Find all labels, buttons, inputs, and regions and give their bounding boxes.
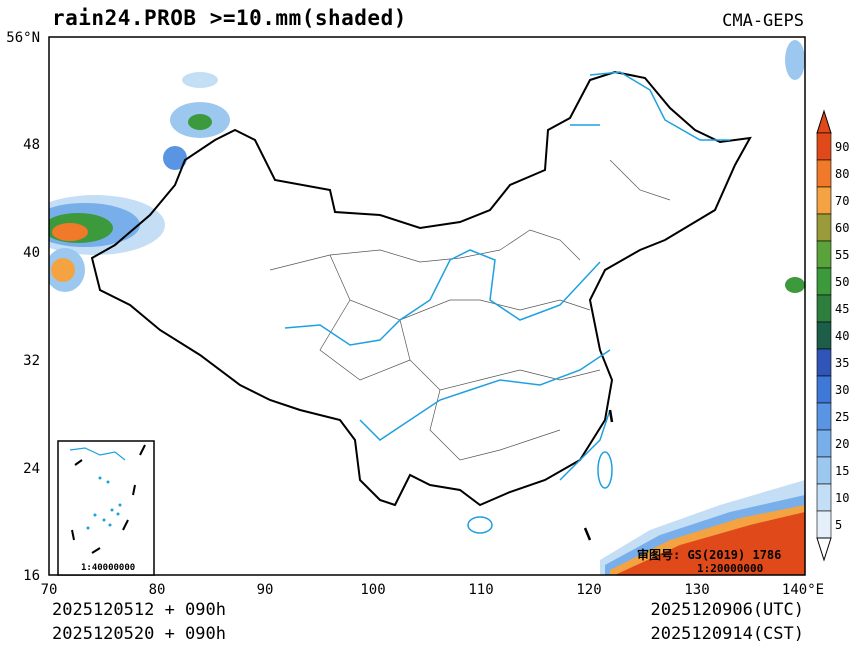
model-source-label: CMA-GEPS <box>722 11 804 31</box>
map-scale: 1:20000000 <box>697 562 764 575</box>
colorbar-label-5: 5 <box>835 518 843 532</box>
map-review-number: 审图号: GS(2019) 1786 <box>637 548 782 562</box>
init-time-utc: 2025120512 + 090h <box>52 600 226 620</box>
colorbar-swatch-25 <box>816 402 832 431</box>
colorbar-label-50: 50 <box>835 275 850 289</box>
map-frame <box>48 36 806 576</box>
colorbar-swatch-5 <box>816 510 832 539</box>
lat-tick-56: 56°N <box>6 30 40 46</box>
lon-tick-80: 80 <box>148 582 166 598</box>
init-time-cst: 2025120520 + 090h <box>52 624 226 644</box>
colorbar-swatch-60 <box>816 213 832 242</box>
rivers <box>284 71 730 481</box>
colorbar-label-25: 25 <box>835 410 850 424</box>
rain-probability-shading-southeast <box>600 40 805 575</box>
colorbar-label-40: 40 <box>835 329 850 343</box>
colorbar-label-90: 90 <box>835 140 850 154</box>
nine-dash-line <box>583 409 614 541</box>
valid-time-utc: 2025120906(UTC) <box>650 600 804 620</box>
colorbar-swatch-55 <box>816 240 832 269</box>
colorbar-label-15: 15 <box>835 464 850 478</box>
colorbar-swatch-20 <box>816 429 832 458</box>
south-china-sea-inset <box>57 440 155 576</box>
colorbar-label-55: 55 <box>835 248 850 262</box>
lat-tick-16: 16 <box>23 568 40 584</box>
lon-tick-140: 140°E <box>781 582 825 598</box>
colorbar-swatch-90 <box>816 132 832 161</box>
colorbar-swatch-10 <box>816 483 832 512</box>
colorbar-label-45: 45 <box>835 302 850 316</box>
colorbar-label-10: 10 <box>835 491 850 505</box>
china-border <box>90 70 752 507</box>
map-title: rain24.PROB >=10.mm(shaded) <box>52 6 407 30</box>
colorbar-top-arrow <box>816 109 832 134</box>
lon-tick-120: 120 <box>576 582 602 598</box>
lat-tick-40: 40 <box>23 245 40 261</box>
colorbar-label-60: 60 <box>835 221 850 235</box>
colorbar <box>816 109 832 562</box>
colorbar-label-35: 35 <box>835 356 850 370</box>
colorbar-label-30: 30 <box>835 383 850 397</box>
colorbar-label-80: 80 <box>835 167 850 181</box>
rain-probability-shading-northwest <box>49 72 230 292</box>
colorbar-swatch-30 <box>816 375 832 404</box>
colorbar-swatch-50 <box>816 267 832 296</box>
colorbar-swatch-80 <box>816 159 832 188</box>
colorbar-swatch-35 <box>816 348 832 377</box>
colorbar-swatch-70 <box>816 186 832 215</box>
lat-tick-48: 48 <box>23 137 40 153</box>
inset-scale: 1:40000000 <box>81 563 136 573</box>
colorbar-bottom-arrow <box>816 537 832 562</box>
lon-tick-110: 110 <box>468 582 494 598</box>
colorbar-label-20: 20 <box>835 437 850 451</box>
lon-tick-130: 130 <box>684 582 710 598</box>
hainan-island <box>467 516 493 534</box>
colorbar-swatch-45 <box>816 294 832 323</box>
valid-time-cst: 2025120914(CST) <box>650 624 804 644</box>
lat-tick-24: 24 <box>23 461 40 477</box>
colorbar-label-70: 70 <box>835 194 850 208</box>
lon-tick-100: 100 <box>360 582 386 598</box>
lon-tick-90: 90 <box>256 582 274 598</box>
colorbar-swatch-40 <box>816 321 832 350</box>
lat-tick-32: 32 <box>23 353 40 369</box>
taiwan-island <box>597 451 613 489</box>
colorbar-swatch-15 <box>816 456 832 485</box>
lon-tick-70: 70 <box>40 582 58 598</box>
